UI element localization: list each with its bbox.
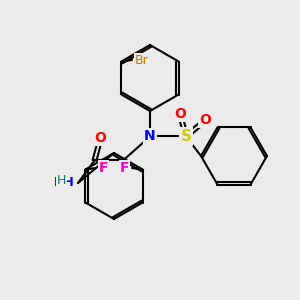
Text: O: O (200, 113, 211, 127)
Text: F: F (99, 161, 108, 175)
Text: Br: Br (135, 53, 149, 67)
Text: NH: NH (54, 176, 75, 190)
Text: O: O (174, 107, 186, 121)
Text: H: H (57, 174, 66, 188)
Text: S: S (181, 129, 191, 144)
Text: F: F (120, 161, 129, 175)
Text: N: N (144, 130, 156, 143)
Text: O: O (94, 131, 106, 145)
